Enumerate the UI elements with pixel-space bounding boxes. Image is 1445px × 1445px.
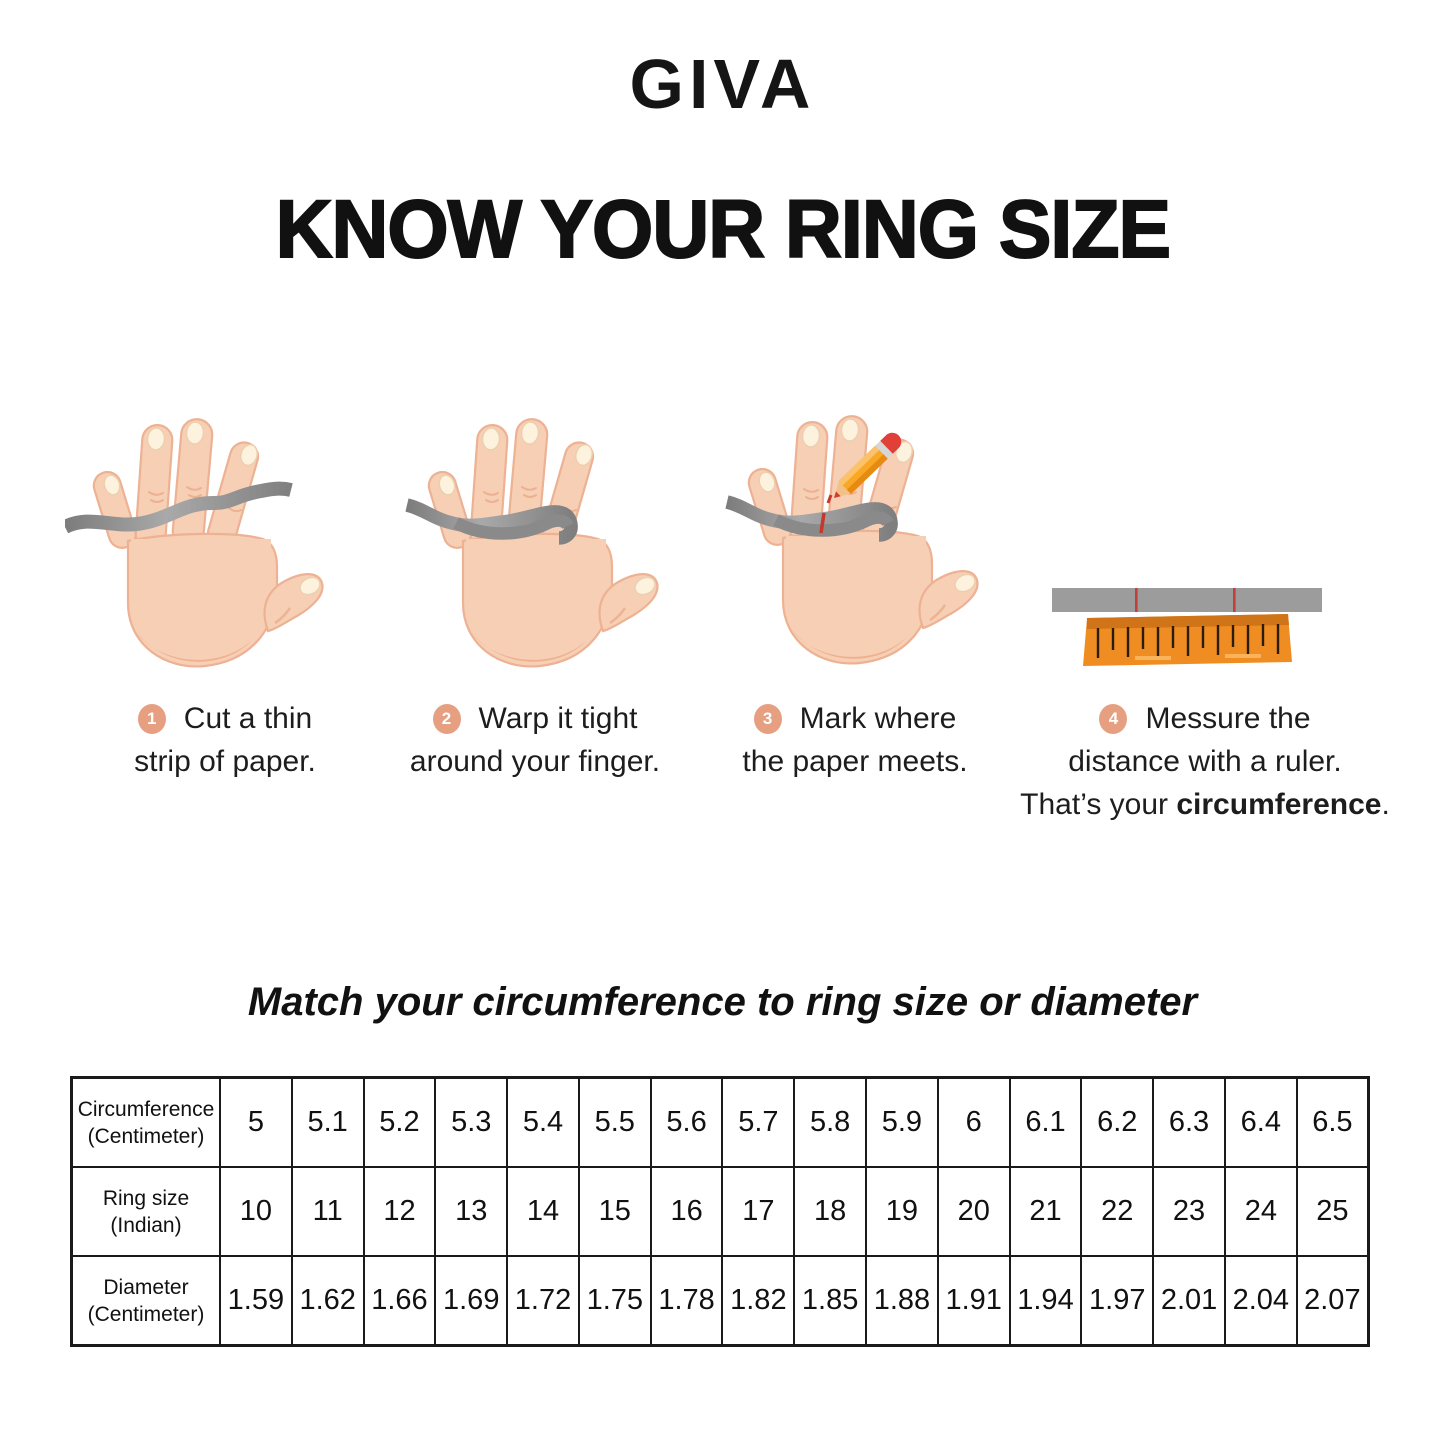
step-1-text-line-1: Cut a thin (183, 702, 313, 735)
step-3-caption: 3 Mark where the paper meets. (705, 697, 1005, 783)
table-cell: 6.2 (1080, 1076, 1155, 1168)
table-cell: 1.66 (362, 1255, 437, 1347)
step-2-text-line-2: around your finger. (409, 745, 661, 778)
table-cell: 5.7 (721, 1076, 796, 1168)
table-cell: 1.75 (577, 1255, 652, 1347)
step-2-caption: 2 Warp it tight around your finger. (390, 697, 680, 783)
table-cell: 23 (1152, 1166, 1226, 1257)
hand-with-paper-strip-illustration (65, 395, 365, 695)
table-cell: 1.78 (649, 1255, 724, 1347)
page-title: KNOW YOUR RING SIZE (274, 183, 1171, 276)
table-cell: 2.04 (1223, 1255, 1298, 1347)
table-cell: 5.8 (793, 1076, 868, 1168)
ring-size-table: Circumference (Centimeter) 5 5.1 5.2 5.3 5.4 5.… (70, 1076, 1370, 1347)
pencil-icon (834, 432, 902, 498)
step-1-caption: 1 Cut a thin strip of paper. (85, 697, 365, 783)
table-cell: 6.4 (1223, 1076, 1298, 1168)
table-cell: 5.6 (649, 1076, 724, 1168)
table-cell: 22 (1080, 1166, 1155, 1257)
table-cell: 2.01 (1152, 1255, 1226, 1347)
table-cell: 6 (936, 1076, 1011, 1168)
table-cell: 6.1 (1008, 1076, 1083, 1168)
table-cell: 1.97 (1080, 1255, 1155, 1347)
step-4-caption: 4 Messure the distance with a ruler. Tha… (1015, 697, 1395, 826)
step-2-text-line-1: Warp it tight (478, 702, 638, 735)
table-cell: 15 (577, 1166, 652, 1257)
table-cell: 1.62 (290, 1255, 365, 1347)
hand-strip-pencil-mark-illustration (725, 392, 1020, 692)
table-cell: 1.59 (219, 1255, 293, 1347)
step-3-text-line-2: the paper meets. (742, 745, 968, 778)
row-header: Ring size (Indian) (70, 1166, 221, 1257)
paper-strip (1052, 588, 1322, 612)
row-header: Circumference (Centimeter) (70, 1076, 221, 1168)
table-cell: 12 (362, 1166, 437, 1257)
table-row: Ring size (Indian) 10 11 12 13 14 15 16 17 18 19 20 2… (70, 1166, 1370, 1257)
ruler-icon (1083, 614, 1292, 666)
table-cell: 16 (649, 1166, 724, 1257)
table-cell: 1.72 (506, 1255, 580, 1347)
table-cell: 24 (1223, 1166, 1298, 1257)
table-cell: 14 (506, 1166, 580, 1257)
table-cell: 17 (721, 1166, 796, 1257)
table-cell: 5.2 (362, 1076, 437, 1168)
table-cell: 2.07 (1295, 1255, 1370, 1347)
table-row: Diameter (Centimeter) 1.59 1.62 1.66 1.69 1.72… (70, 1255, 1370, 1347)
step-4-text-line-3: That’s your circumference. (1020, 788, 1390, 821)
table-cell: 18 (793, 1166, 868, 1257)
hand-strip-wrapped-illustration (405, 395, 700, 695)
step-4-text-line-2: distance with a ruler. (1068, 745, 1342, 778)
table-cell: 21 (1008, 1166, 1083, 1257)
table-cell: 25 (1295, 1166, 1370, 1257)
step-3-number-badge: 3 (753, 703, 782, 734)
paper-strip-and-ruler-illustration (1052, 588, 1322, 666)
table-cell: 5.5 (577, 1076, 652, 1168)
table-cell: 1.82 (721, 1255, 796, 1347)
step-4-number-badge: 4 (1099, 703, 1128, 734)
table-row: Circumference (Centimeter) 5 5.1 5.2 5.3 5.4 5.… (70, 1076, 1370, 1168)
table-cell: 20 (936, 1166, 1011, 1257)
step-2-number-badge: 2 (432, 703, 461, 734)
giva-logo: GIVA (629, 45, 816, 123)
red-dot-mark (826, 494, 833, 504)
step-1-number-badge: 1 (137, 703, 166, 734)
step-4-text-line-1: Messure the (1145, 702, 1311, 735)
table-cell: 1.85 (793, 1255, 868, 1347)
table-cell: 6.5 (1295, 1076, 1370, 1168)
table-cell: 10 (219, 1166, 293, 1257)
step-3-text-line-1: Mark where (799, 702, 957, 735)
table-cell: 1.69 (434, 1255, 509, 1347)
table-cell: 1.94 (1008, 1255, 1083, 1347)
table-cell: 5.9 (865, 1076, 939, 1168)
table-cell: 11 (290, 1166, 365, 1257)
table-cell: 6.3 (1152, 1076, 1226, 1168)
table-cell: 5.3 (434, 1076, 509, 1168)
table-cell: 5 (219, 1076, 293, 1168)
table-cell: 1.88 (865, 1255, 939, 1347)
step-1-text-line-2: strip of paper. (134, 745, 316, 778)
table-subtitle: Match your circumference to ring size or… (247, 980, 1198, 1024)
table-cell: 13 (434, 1166, 509, 1257)
table-cell: 5.1 (290, 1076, 365, 1168)
ring-size-table-body: Circumference (Centimeter) 5 5.1 5.2 5.3 5.4 5.… (70, 1076, 1370, 1347)
row-header: Diameter (Centimeter) (70, 1255, 221, 1347)
table-cell: 19 (865, 1166, 939, 1257)
table-cell: 5.4 (506, 1076, 580, 1168)
red-mark (819, 512, 826, 534)
table-cell: 1.91 (936, 1255, 1011, 1347)
